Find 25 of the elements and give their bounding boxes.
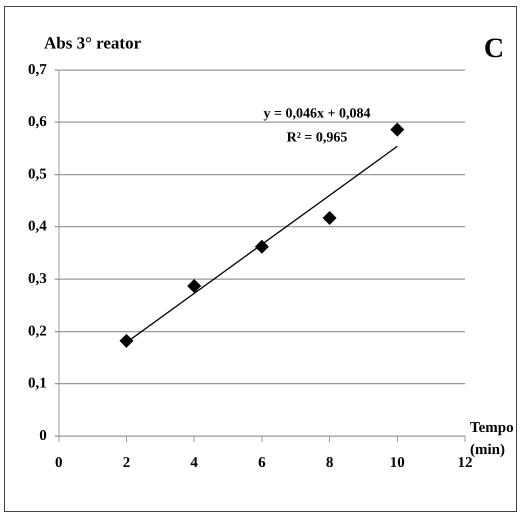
x-tick-label: 2 [122, 454, 130, 471]
x-axis-title: Tempo (min) [470, 420, 514, 458]
point [322, 210, 337, 225]
point [390, 122, 404, 137]
text: C [484, 33, 504, 64]
x-tick-label: 8 [326, 454, 334, 471]
y-tick-label: 0 [39, 428, 47, 444]
x-tick-label: 0 [55, 454, 62, 471]
x-tick-label: 4 [190, 454, 198, 471]
y-axis-title: Abs 3° reator [44, 33, 142, 52]
point [187, 278, 202, 293]
y-tick-label: 0,4 [28, 218, 48, 235]
y-tick-label: 0,2 [28, 323, 47, 340]
x-tick-label: 12 [458, 454, 472, 471]
annotation: R² = 0,965 [286, 130, 348, 146]
y-tick-label: 0,5 [28, 166, 47, 182]
y-tick-label: 0,3 [28, 271, 47, 288]
x-tick-label: 10 [390, 454, 405, 471]
x-tick-label: 6 [258, 454, 266, 471]
point [119, 334, 134, 348]
point [254, 240, 269, 254]
annotation: y = 0,046x + 0,084 [264, 106, 370, 122]
y-tick-label: 0,7 [28, 62, 48, 78]
y-tick-label: 0,1 [28, 376, 47, 392]
y-tick-label: 0,6 [28, 114, 48, 130]
